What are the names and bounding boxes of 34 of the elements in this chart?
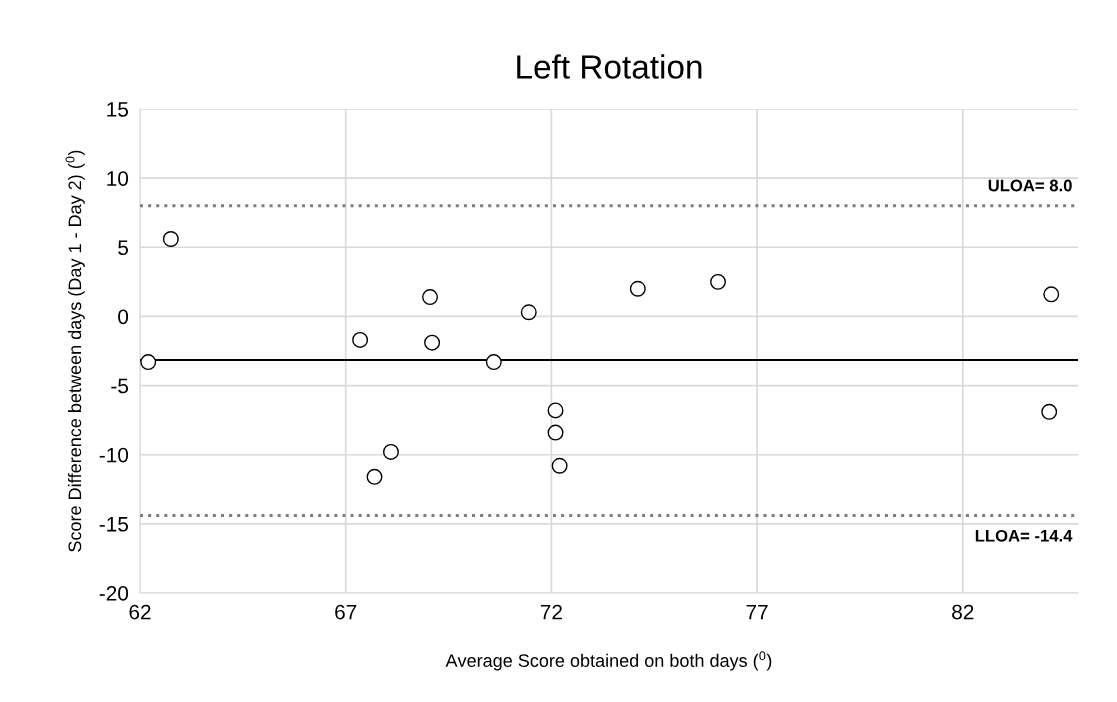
point	[422, 289, 439, 306]
point	[352, 331, 369, 348]
point	[551, 457, 568, 474]
point	[629, 280, 646, 297]
point	[1041, 403, 1058, 420]
ref-line-label: LLOA= -14.4	[975, 529, 1073, 542]
x-tick-label: 67	[335, 604, 357, 620]
chart-title: Left Rotation	[517, 54, 702, 79]
x-tick-label: 82	[952, 604, 974, 620]
y-axis-title: Score Difference between days (Day 1 - Day 2) ($^{0}$)	[65, 150, 85, 552]
y-tick-label: 0	[118, 309, 129, 325]
y-tick-label: -5	[111, 378, 129, 394]
point	[140, 354, 157, 371]
ref-line-label: ULOA= 8.0	[988, 179, 1072, 192]
point	[382, 443, 399, 460]
x-tick-label: 62	[129, 604, 151, 620]
y-tick-label: 10	[107, 171, 129, 186]
point	[485, 354, 502, 371]
y-tick-label: -20	[99, 586, 129, 601]
point	[424, 334, 441, 351]
point	[162, 231, 179, 247]
y-tick-label: -15	[99, 517, 129, 532]
point	[1043, 286, 1060, 303]
x-tick-label: 77	[746, 604, 768, 620]
point	[710, 273, 727, 290]
point	[547, 402, 564, 419]
point	[520, 304, 537, 321]
y-tick-label: -10	[99, 447, 129, 463]
y-tick-label: 15	[107, 102, 129, 117]
x-axis-title: Average Score obtained on both days ($^{0}$)	[445, 651, 772, 671]
x-tick-label: 72	[540, 604, 562, 620]
point	[366, 468, 383, 485]
y-tick-label: 5	[118, 240, 129, 256]
point	[547, 424, 564, 441]
